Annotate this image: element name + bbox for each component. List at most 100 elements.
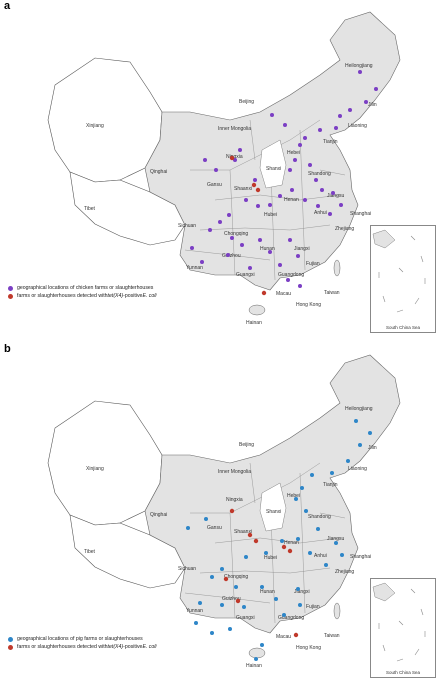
marker bbox=[280, 539, 284, 543]
label-fujian: Fujian bbox=[306, 261, 320, 267]
marker bbox=[186, 526, 190, 530]
map-panel-b: b Heilongjiang Jilin Liaoning Beijing Ti… bbox=[0, 343, 441, 685]
label-sichuan: Sichuan bbox=[178, 566, 196, 572]
marker bbox=[234, 585, 238, 589]
label-gansu: Gansu bbox=[207, 182, 222, 188]
legend-species: E. coli bbox=[142, 644, 157, 650]
marker bbox=[220, 567, 224, 571]
label-taiwan: Taiwan bbox=[324, 290, 340, 296]
label-guangdong: Guangdong bbox=[278, 272, 304, 278]
marker bbox=[190, 246, 194, 250]
label-xinjiang: Xinjiang bbox=[86, 466, 104, 472]
legend-item-secondary: farms or slaughterhouses detected with t… bbox=[8, 292, 157, 300]
legend-item-secondary: farms or slaughterhouses detected with t… bbox=[8, 643, 157, 651]
province-labels: Heilongjiang Jilin Liaoning Beijing Tian… bbox=[84, 63, 377, 326]
marker bbox=[200, 260, 204, 264]
red-dot-icon bbox=[8, 644, 13, 650]
region-xinjiang bbox=[47, 57, 163, 183]
marker bbox=[288, 238, 292, 242]
inset-title: South China Sea bbox=[385, 325, 421, 330]
region-taiwan bbox=[333, 259, 341, 277]
legend-a: geographical locations of chicken farms … bbox=[8, 284, 157, 300]
label-guangdong: Guangdong bbox=[278, 615, 304, 621]
label-macau: Macau bbox=[276, 291, 291, 297]
marker bbox=[227, 213, 231, 217]
dots-primary-a bbox=[190, 70, 378, 288]
legend-secondary-prefix: farms or slaughterhouses detected with bbox=[17, 293, 108, 299]
marker bbox=[281, 544, 287, 550]
label-jiangsu: Jiangsu bbox=[327, 193, 344, 199]
marker bbox=[320, 188, 324, 192]
label-anhui: Anhui bbox=[314, 210, 327, 216]
marker bbox=[283, 123, 287, 127]
marker bbox=[233, 158, 237, 162]
marker bbox=[244, 198, 248, 202]
marker bbox=[220, 603, 224, 607]
label-chongqing: Chongqing bbox=[224, 574, 248, 580]
label-hainan: Hainan bbox=[246, 663, 262, 669]
label-hebei: Hebei bbox=[287, 150, 300, 156]
region-hainan bbox=[248, 647, 266, 659]
label-liaoning: Liaoning bbox=[348, 466, 367, 472]
label-guangxi: Guangxi bbox=[236, 615, 255, 621]
region-xinjiang bbox=[47, 400, 163, 526]
inset-map bbox=[372, 229, 426, 313]
label-chongqing: Chongqing bbox=[224, 231, 248, 237]
panel-label: b bbox=[4, 343, 11, 355]
region-hainan bbox=[248, 304, 266, 316]
label-fujian: Fujian bbox=[306, 604, 320, 610]
marker bbox=[258, 238, 262, 242]
marker bbox=[282, 613, 286, 617]
label-qinghai: Qinghai bbox=[150, 512, 167, 518]
marker bbox=[340, 553, 344, 557]
dots-primary-b bbox=[186, 419, 372, 661]
marker bbox=[339, 203, 343, 207]
marker bbox=[324, 563, 328, 567]
marker bbox=[346, 459, 350, 463]
marker bbox=[253, 538, 259, 544]
marker bbox=[308, 163, 312, 167]
marker bbox=[226, 253, 230, 257]
marker bbox=[358, 443, 362, 447]
marker bbox=[358, 70, 362, 74]
label-shanghai: Shanghai bbox=[350, 211, 371, 217]
marker bbox=[253, 178, 257, 182]
label-ningxia: Ningxia bbox=[226, 497, 243, 503]
marker bbox=[235, 598, 241, 604]
marker bbox=[228, 627, 232, 631]
label-shanxi: Shanxi bbox=[266, 166, 281, 172]
marker bbox=[293, 158, 297, 162]
marker bbox=[368, 431, 372, 435]
marker bbox=[330, 471, 334, 475]
label-hubei: Hubei bbox=[264, 555, 277, 561]
region-taiwan bbox=[333, 602, 341, 620]
label-shandong: Shandong bbox=[308, 171, 331, 177]
label-heilongjiang: Heilongjiang bbox=[345, 63, 373, 69]
label-yunnan: Yunnan bbox=[186, 608, 203, 614]
marker bbox=[316, 204, 320, 208]
marker bbox=[304, 509, 308, 513]
label-liaoning: Liaoning bbox=[348, 123, 367, 129]
marker bbox=[255, 187, 261, 193]
marker bbox=[268, 203, 272, 207]
china-map-a: Heilongjiang Jilin Liaoning Beijing Tian… bbox=[47, 11, 401, 326]
label-gansu: Gansu bbox=[207, 525, 222, 531]
label-zhejiang: Zhejiang bbox=[335, 569, 354, 575]
marker bbox=[238, 148, 242, 152]
label-jiangxi: Jiangxi bbox=[294, 589, 310, 595]
inset-title: South China Sea bbox=[385, 670, 421, 675]
region-tibet bbox=[69, 171, 186, 246]
label-inner-mongolia: Inner Mongolia bbox=[218, 469, 251, 475]
map-panel-a: a Heilongjiang Jilin Liaoning bbox=[0, 0, 441, 342]
marker bbox=[354, 419, 358, 423]
label-beijing: Beijing bbox=[239, 442, 254, 448]
marker bbox=[300, 486, 304, 490]
label-heilongjiang: Heilongjiang bbox=[345, 406, 373, 412]
label-henan: Henan bbox=[284, 197, 299, 203]
label-xinjiang: Xinjiang bbox=[86, 123, 104, 129]
purple-dot-icon bbox=[8, 285, 13, 291]
marker bbox=[286, 278, 290, 282]
legend-item-primary: geographical locations of pig farms or s… bbox=[8, 635, 157, 643]
region-tibet bbox=[69, 514, 186, 589]
label-anhui: Anhui bbox=[314, 553, 327, 559]
